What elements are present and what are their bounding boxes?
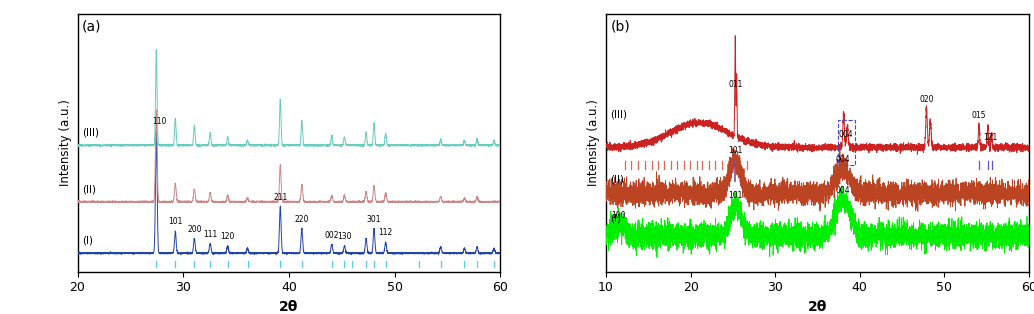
Text: (I): (I) <box>82 236 93 246</box>
X-axis label: 2θ: 2θ <box>808 300 827 314</box>
Text: 301: 301 <box>367 215 382 224</box>
Text: 211: 211 <box>273 193 287 202</box>
Text: 100: 100 <box>611 211 626 220</box>
Text: 110: 110 <box>152 117 166 126</box>
Text: 120: 120 <box>220 232 235 241</box>
Text: (III): (III) <box>82 128 99 138</box>
Text: 111: 111 <box>203 230 217 239</box>
Text: 112: 112 <box>378 228 393 237</box>
Text: 004: 004 <box>838 130 853 139</box>
Text: 011: 011 <box>729 80 743 89</box>
Text: 220: 220 <box>295 215 309 224</box>
Text: 015: 015 <box>972 111 986 121</box>
Text: 004: 004 <box>835 187 850 196</box>
X-axis label: 2θ: 2θ <box>279 300 299 314</box>
Text: (II): (II) <box>610 174 625 184</box>
Y-axis label: Intensity (a.u.): Intensity (a.u.) <box>59 100 72 186</box>
Text: (III): (III) <box>610 109 628 119</box>
Text: (II): (II) <box>82 184 96 194</box>
Text: 002: 002 <box>325 231 339 240</box>
Text: 020: 020 <box>919 95 934 104</box>
Text: 101: 101 <box>728 146 742 155</box>
Text: 101: 101 <box>728 191 742 200</box>
Text: 200: 200 <box>187 225 202 234</box>
Text: 004: 004 <box>835 155 850 164</box>
Bar <box>838 121 855 165</box>
Text: 101: 101 <box>169 217 183 226</box>
Text: 130: 130 <box>337 232 352 241</box>
Text: 121: 121 <box>982 133 997 142</box>
Y-axis label: Intensity (a.u.): Intensity (a.u.) <box>587 100 601 186</box>
Text: (I): (I) <box>610 213 621 223</box>
Text: (b): (b) <box>610 19 630 33</box>
Text: (a): (a) <box>82 19 101 33</box>
